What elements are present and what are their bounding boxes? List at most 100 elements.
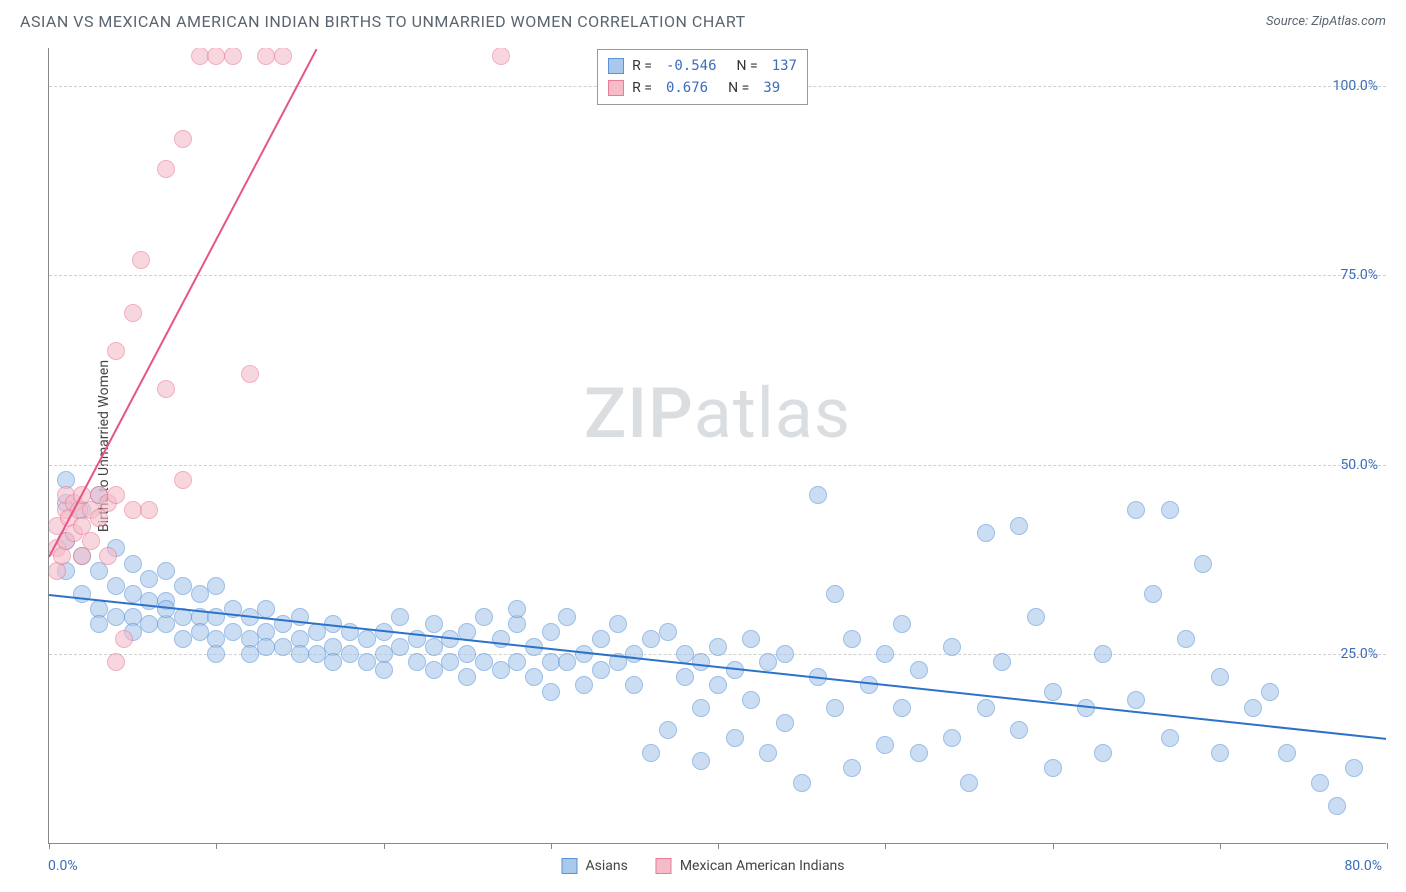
data-point [257, 638, 275, 656]
x-tick [885, 843, 886, 849]
x-tick [718, 843, 719, 849]
data-point [709, 638, 727, 656]
chart-header: ASIAN VS MEXICAN AMERICAN INDIAN BIRTHS … [0, 0, 1406, 39]
data-point [191, 623, 209, 641]
data-point [609, 615, 627, 633]
data-point [140, 570, 158, 588]
data-point [542, 623, 560, 641]
data-point [82, 532, 100, 550]
data-point [475, 653, 493, 671]
data-point [1127, 501, 1145, 519]
data-point [1144, 585, 1162, 603]
data-point [257, 600, 275, 618]
legend-label: Mexican American Indians [680, 858, 845, 874]
data-point [358, 630, 376, 648]
data-point [1261, 683, 1279, 701]
data-point [910, 744, 928, 762]
data-point [174, 577, 192, 595]
data-point [659, 721, 677, 739]
data-point [676, 668, 694, 686]
data-point [492, 48, 510, 65]
data-point [291, 645, 309, 663]
data-point [391, 608, 409, 626]
data-point [425, 638, 443, 656]
data-point [458, 668, 476, 686]
data-point [492, 630, 510, 648]
legend-stats-row: R =-0.546N =137 [608, 55, 797, 77]
data-point [525, 668, 543, 686]
data-point [1211, 744, 1229, 762]
data-point [341, 645, 359, 663]
legend-stats-row: R = 0.676 N = 39 [608, 77, 797, 99]
data-point [99, 547, 117, 565]
data-point [843, 759, 861, 777]
x-tick-label: 80.0% [1344, 858, 1382, 874]
data-point [793, 774, 811, 792]
data-point [274, 638, 292, 656]
r-value: 0.676 [666, 80, 708, 96]
r-label: R = [632, 58, 652, 74]
data-point [207, 645, 225, 663]
legend-swatch [561, 858, 577, 874]
data-point [107, 608, 125, 626]
n-value: 39 [763, 80, 780, 96]
data-point [107, 577, 125, 595]
data-point [425, 661, 443, 679]
data-point [558, 608, 576, 626]
x-tick-label: 0.0% [48, 858, 78, 874]
legend-stats: R =-0.546N =137R = 0.676N = 39 [597, 49, 808, 105]
data-point [115, 630, 133, 648]
data-point [274, 48, 292, 65]
data-point [1094, 744, 1112, 762]
data-point [776, 714, 794, 732]
chart-plot-area: R =-0.546N =137R = 0.676N = 39 ZIPatlas [48, 48, 1386, 844]
data-point [207, 577, 225, 595]
data-point [174, 471, 192, 489]
data-point [893, 615, 911, 633]
n-label: N = [737, 58, 758, 74]
trend-line [49, 594, 1386, 740]
data-point [241, 645, 259, 663]
legend-swatch [608, 80, 624, 96]
data-point [308, 645, 326, 663]
data-point [107, 653, 125, 671]
data-point [1044, 759, 1062, 777]
data-point [943, 638, 961, 656]
data-point [1044, 683, 1062, 701]
data-point [1161, 501, 1179, 519]
data-point [558, 653, 576, 671]
data-point [575, 676, 593, 694]
data-point [124, 304, 142, 322]
data-point [224, 48, 242, 65]
data-point [642, 744, 660, 762]
data-point [759, 653, 777, 671]
legend-swatch [608, 58, 624, 74]
data-point [1194, 555, 1212, 573]
data-point [492, 661, 510, 679]
data-point [391, 638, 409, 656]
data-point [375, 661, 393, 679]
data-point [876, 645, 894, 663]
data-point [826, 585, 844, 603]
y-tick-label: 100.0% [1333, 78, 1378, 94]
data-point [1027, 608, 1045, 626]
data-point [191, 585, 209, 603]
data-point [107, 342, 125, 360]
data-point [1278, 744, 1296, 762]
data-point [508, 653, 526, 671]
x-tick [1053, 843, 1054, 849]
data-point [1010, 517, 1028, 535]
data-point [726, 729, 744, 747]
data-point [809, 486, 827, 504]
data-point [157, 160, 175, 178]
data-point [124, 555, 142, 573]
data-point [843, 630, 861, 648]
data-point [124, 501, 142, 519]
y-tick-label: 25.0% [1340, 646, 1378, 662]
n-label: N = [728, 80, 749, 96]
data-point [876, 736, 894, 754]
data-point [224, 623, 242, 641]
data-point [542, 653, 560, 671]
data-point [910, 661, 928, 679]
r-label: R = [632, 80, 652, 96]
